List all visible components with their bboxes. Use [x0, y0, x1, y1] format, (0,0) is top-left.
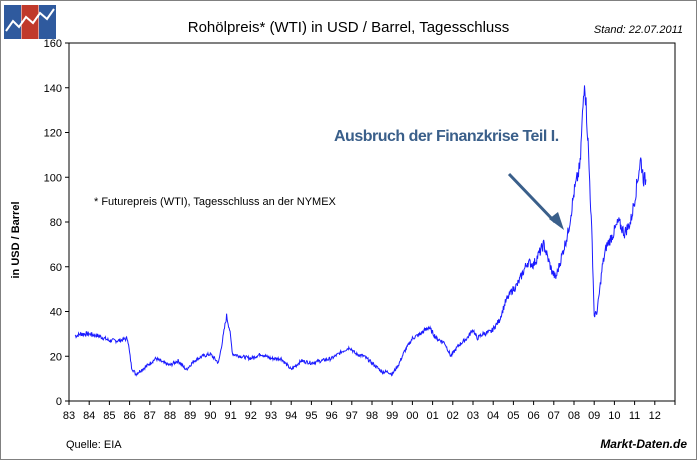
- x-tick-label: 00: [406, 410, 418, 422]
- chart-note: * Futurepreis (WTI), Tagesschluss an der…: [94, 196, 337, 208]
- y-tick-label: 100: [44, 172, 62, 184]
- x-tick-label: 09: [588, 410, 600, 422]
- x-tick-label: 06: [527, 410, 539, 422]
- y-tick-label: 0: [56, 396, 62, 408]
- y-tick-label: 140: [44, 83, 62, 95]
- x-tick-label: 05: [507, 410, 519, 422]
- x-tick-label: 83: [63, 410, 75, 422]
- x-tick-label: 11: [629, 410, 640, 422]
- y-tick-label: 40: [50, 307, 62, 319]
- x-tick-label: 07: [548, 410, 560, 422]
- x-tick-label: 92: [245, 410, 257, 422]
- x-tick-label: 98: [366, 410, 378, 422]
- x-tick-label: 03: [467, 410, 479, 422]
- x-tick-label: 95: [305, 410, 317, 422]
- x-tick-label: 91: [224, 410, 236, 422]
- x-tick-label: 10: [608, 410, 620, 422]
- x-tick-label: 85: [103, 410, 115, 422]
- stand-date: Stand: 22.07.2011: [593, 24, 683, 36]
- source-label: Quelle: EIA: [66, 439, 122, 451]
- x-tick-label: 04: [487, 410, 499, 422]
- logo-tile-2: [21, 5, 39, 39]
- chart-axes: [65, 42, 676, 405]
- annotation-arrowhead-icon: [549, 212, 564, 230]
- x-tick-label: 94: [285, 410, 297, 422]
- y-tick-label: 20: [50, 351, 62, 363]
- annotation-label: Ausbruch der Finanzkrise Teil I.: [334, 128, 559, 145]
- x-tick-label: 87: [144, 410, 156, 422]
- y-tick-labels: 0 20 40 60 80 100 120 140 160: [44, 38, 62, 408]
- x-tick-label: 86: [123, 410, 135, 422]
- plot-area-border: [68, 42, 676, 402]
- x-tick-label: 93: [265, 410, 277, 422]
- y-tick-label: 60: [50, 262, 62, 274]
- x-tick-label: 97: [346, 410, 358, 422]
- x-tick-label: 08: [568, 410, 580, 422]
- x-tick-label: 96: [325, 410, 337, 422]
- brand-label: Markt-Daten.de: [600, 437, 687, 451]
- chart-title: Rohölpreis* (WTI) in USD / Barrel, Tages…: [187, 19, 510, 36]
- series-line-wti: [74, 85, 647, 377]
- x-tick-label: 84: [83, 410, 95, 422]
- y-tick-label: 120: [44, 128, 62, 140]
- x-tick-label: 90: [204, 410, 216, 422]
- y-tick-label: 80: [50, 217, 62, 229]
- annotation-arrow: [507, 172, 557, 224]
- logo-zigzag: [5, 8, 55, 32]
- x-tick-label: 01: [426, 410, 438, 422]
- x-tick-label: 02: [447, 410, 459, 422]
- y-tick-label: 160: [44, 38, 62, 50]
- x-tick-label: 89: [184, 410, 196, 422]
- x-tick-label: 88: [164, 410, 176, 422]
- x-tick-label: 12: [649, 410, 661, 422]
- x-tick-labels: 83 84 85 86 87 88 89 90 91 92 93 94 95 96 97 98 99 00 01 02…: [63, 410, 661, 422]
- brand-logo-icon: [4, 5, 56, 39]
- x-tick-label: 99: [386, 410, 398, 422]
